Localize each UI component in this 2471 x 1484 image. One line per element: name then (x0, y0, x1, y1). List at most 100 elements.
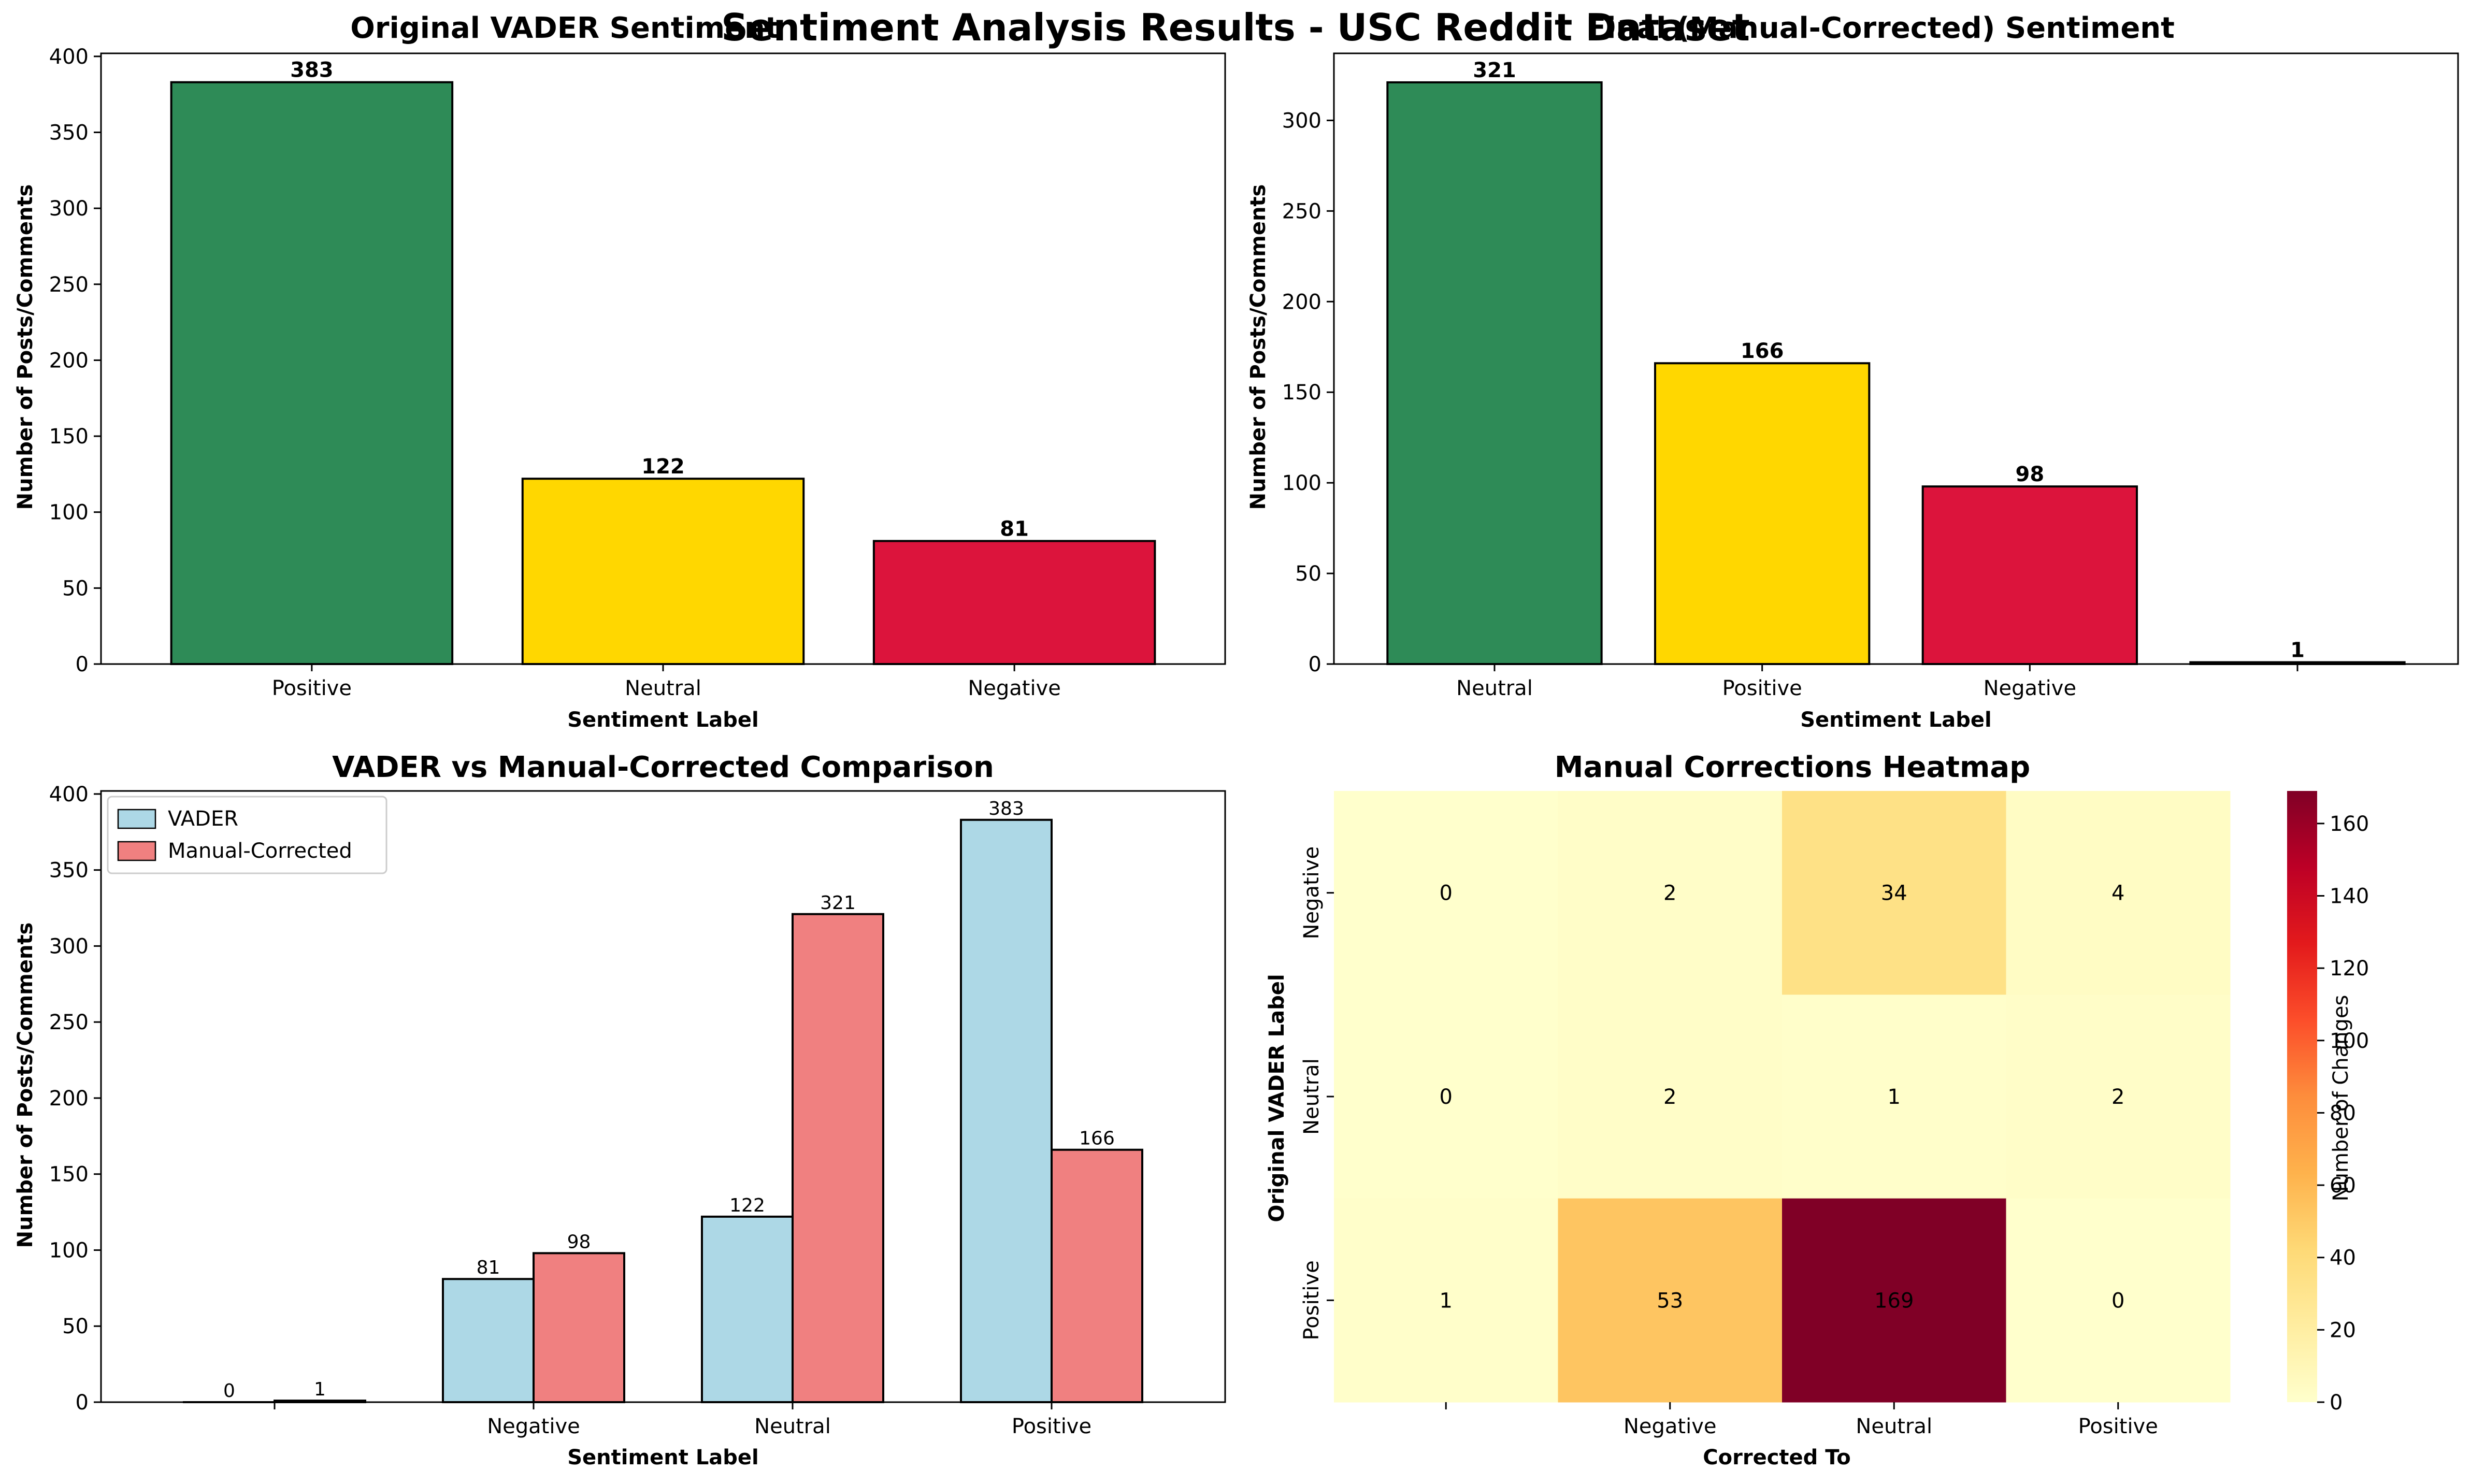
colorbar-tick-label: 20 (2330, 1318, 2356, 1342)
cell-label: 2 (1663, 882, 1676, 905)
x-tick-label: Positive (1012, 1415, 1091, 1438)
heatmap-cell (1334, 1198, 1558, 1403)
y-tick-label: 150 (1282, 381, 1321, 405)
axes-frame (100, 52, 1226, 665)
chart-title: VADER vs Manual-Corrected Comparison (332, 751, 994, 784)
data-label: 1 (314, 1379, 326, 1400)
y-tick-label: 400 (49, 45, 89, 69)
colorbar-tick-label: 80 (2330, 1101, 2356, 1125)
axes-frame (1333, 52, 2459, 665)
cell-label: 1 (1440, 1289, 1453, 1313)
y-tick-label: 150 (49, 425, 89, 449)
x-tick-label: Negative (1624, 1415, 1717, 1438)
bar (792, 913, 884, 1404)
cell-label: 53 (1657, 1289, 1683, 1313)
data-label: 122 (641, 455, 685, 479)
bar (442, 1278, 535, 1403)
heatmap-cell (2006, 791, 2231, 995)
data-label: 1 (2290, 639, 2305, 662)
heatmap-cell (2006, 995, 2231, 1199)
y-tick-label: Neutral (1300, 1058, 1324, 1135)
data-label: 98 (567, 1231, 591, 1252)
cell-label: 1 (1888, 1085, 1901, 1109)
colorbar-tick-label: 0 (2330, 1391, 2343, 1415)
colorbar-tick-label: 140 (2330, 884, 2369, 908)
cell-label: 2 (1663, 1085, 1676, 1109)
data-label: 81 (1000, 517, 1029, 541)
x-tick-label: Negative (1984, 676, 2077, 700)
bar (1051, 1148, 1143, 1403)
bar (170, 81, 454, 665)
data-label: 98 (2015, 463, 2044, 486)
x-tick-label: Positive (272, 676, 352, 700)
x-tick-label: Neutral (754, 1415, 831, 1438)
colorbar-tick-label: 120 (2330, 957, 2369, 981)
y-axis-label: Original VADER Label (1265, 974, 1289, 1222)
heatmap-cell (1782, 791, 2006, 995)
y-tick-label: 300 (1282, 109, 1321, 133)
colorbar-label: Number of Changes (2329, 995, 2353, 1202)
chart-original-vader: 0 50 100 150 200 250 300 350 400 383 Positive 122 Ne… (13, 11, 1226, 732)
data-label: 166 (1741, 339, 1784, 363)
bar (533, 1252, 625, 1404)
x-tick-label: Neutral (1856, 1415, 1932, 1438)
bar (1654, 362, 1871, 665)
x-tick-label: Neutral (1456, 676, 1533, 700)
legend-swatch-vader (117, 809, 156, 829)
heatmap-cell (1782, 995, 2006, 1199)
data-label: 383 (988, 798, 1024, 819)
data-label: 0 (223, 1380, 235, 1402)
y-tick-label: 400 (49, 783, 89, 806)
heatmap-cell (1334, 995, 1558, 1199)
y-tick-label: 300 (49, 934, 89, 958)
y-tick-label: 50 (1295, 562, 1321, 586)
chart-title: Original VADER Sentiment (350, 11, 779, 45)
x-axis-label: Sentiment Label (567, 708, 759, 732)
y-axis-label: Number of Posts/Comments (13, 184, 37, 510)
cell-label: 2 (2111, 1085, 2124, 1109)
data-label: 122 (729, 1195, 765, 1216)
bar (960, 818, 1053, 1403)
y-tick-label: Positive (1300, 1260, 1324, 1340)
heatmap-cell (1558, 1198, 1783, 1403)
x-tick-label: Positive (2078, 1415, 2158, 1438)
legend-label-vader: VADER (168, 807, 238, 831)
bar (701, 1215, 794, 1404)
y-tick-label: 50 (62, 1315, 89, 1338)
y-tick-label: 250 (1282, 199, 1321, 223)
chart-title: Final (Manual-Corrected) Sentiment (1586, 11, 2175, 45)
legend-label-manual: Manual-Corrected (168, 839, 352, 863)
x-tick-label: Neutral (625, 676, 701, 700)
legend-frame (107, 796, 387, 874)
y-tick-label: 250 (49, 1011, 89, 1034)
legend: VADER Manual-Corrected (107, 796, 387, 874)
cell-label: 34 (1881, 882, 1907, 905)
y-tick-label: 200 (49, 1087, 89, 1111)
bar (521, 478, 805, 665)
colorbar-tick-label: 100 (2330, 1029, 2369, 1053)
data-label: 383 (290, 59, 334, 82)
y-tick-label: 250 (49, 273, 89, 297)
y-tick-label: 50 (62, 577, 89, 600)
data-label: 321 (820, 892, 856, 914)
x-tick-label: Negative (487, 1415, 580, 1438)
y-tick-label: 200 (1282, 290, 1321, 314)
colorbar-tick-label: 60 (2330, 1174, 2356, 1198)
legend-swatch-manual (117, 841, 156, 861)
x-axis-label: Sentiment Label (1800, 708, 1992, 732)
heatmap-cell (1558, 995, 1783, 1199)
heatmap-cell (2006, 1198, 2231, 1403)
heatmap-cell (1782, 1198, 2006, 1403)
y-tick-label: 300 (49, 197, 89, 221)
x-axis-label: Sentiment Label (567, 1446, 759, 1469)
data-label: 166 (1079, 1128, 1115, 1149)
x-axis-label: Corrected To (1703, 1446, 1850, 1469)
cell-label: 0 (1440, 1085, 1453, 1109)
chart-comparison: 0 50 100 150 200 250 300 350 400 0 1 81 98 Negative 12… (13, 751, 1226, 1469)
x-tick-label: Positive (1722, 676, 1802, 700)
bar (1386, 81, 1603, 665)
y-tick-label: 0 (76, 653, 89, 676)
heatmap-cell (1334, 791, 1558, 995)
